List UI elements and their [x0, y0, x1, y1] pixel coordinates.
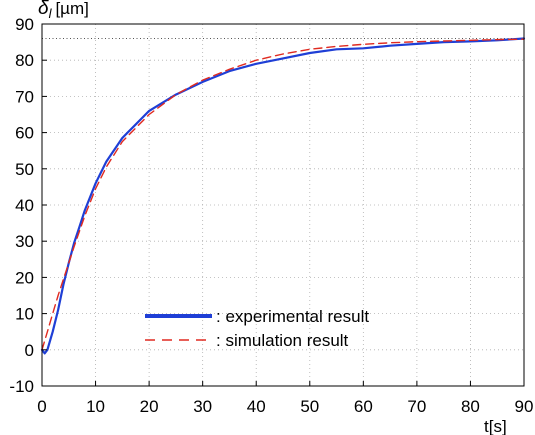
y-axis-label-symbol: δ — [38, 0, 49, 19]
y-tick-label: 70 — [15, 87, 34, 106]
y-axis-label-subscript: l — [49, 6, 53, 21]
x-axis-label: t[s] — [484, 417, 507, 435]
x-tick-label: 90 — [515, 397, 534, 416]
series-layer — [40, 37, 526, 355]
x-tick-label: 20 — [140, 397, 159, 416]
x-tick-label: 40 — [247, 397, 266, 416]
y-axis-label-unit: [µm] — [55, 0, 88, 18]
legend: : experimental result : simulation resul… — [145, 307, 369, 350]
x-tick-label: 80 — [461, 397, 480, 416]
y-tick-label: 40 — [15, 196, 34, 215]
x-tick-label: 50 — [300, 397, 319, 416]
x-tick-label: 70 — [407, 397, 426, 416]
series-line-simulation — [41, 38, 525, 351]
y-tick-label: 60 — [15, 124, 34, 143]
x-tick-label: 60 — [354, 397, 373, 416]
y-tick-label: 20 — [15, 268, 34, 287]
x-tick-label: 0 — [37, 397, 46, 416]
y-tick-label: 30 — [15, 232, 34, 251]
y-tick-label: 10 — [15, 305, 34, 324]
x-tick-label: 30 — [193, 397, 212, 416]
grid — [42, 24, 524, 386]
legend-label-simulation: : simulation result — [216, 331, 349, 350]
x-tick-label: 10 — [86, 397, 105, 416]
y-axis-label: δl [µm] — [38, 0, 89, 21]
series-line-experimental — [40, 37, 526, 355]
y-tick-label: 0 — [25, 341, 34, 360]
y-tick-label: 90 — [15, 15, 34, 34]
y-tick-label: 80 — [15, 51, 34, 70]
tick-labels: 0 10 20 30 40 50 60 70 80 90-10010203040506070809… — [9, 15, 533, 416]
legend-label-experimental: : experimental result — [216, 307, 369, 326]
y-tick-label: 50 — [15, 160, 34, 179]
y-tick-label: -10 — [9, 377, 34, 396]
